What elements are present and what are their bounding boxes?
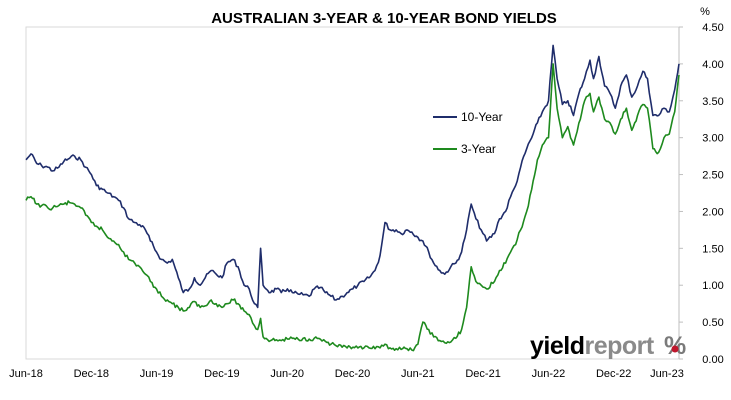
logo-word-yield: yield — [530, 332, 584, 360]
series-layer — [25, 44, 680, 352]
x-tick-label: Jun-22 — [532, 368, 566, 380]
legend-label-10-year: 10-Year — [461, 110, 503, 124]
logo-red-dot — [671, 345, 679, 353]
y-tick-label: 3.50 — [702, 96, 723, 108]
y-tick-label: 3.00 — [702, 133, 723, 145]
x-tick-label: Dec-20 — [335, 368, 370, 380]
x-tick-label: Jun-21 — [401, 368, 435, 380]
x-tick-label: Jun-20 — [270, 368, 304, 380]
x-tick-label: Jun-18 — [9, 368, 43, 380]
x-tick-label: Jun-23 — [650, 368, 684, 380]
legend-label-3-year: 3-Year — [461, 142, 496, 156]
y-tick-label: 1.50 — [702, 243, 723, 255]
logo-word-report: report — [584, 332, 654, 360]
series-line-10-year — [25, 44, 680, 309]
y-tick-label: 2.50 — [702, 170, 723, 182]
x-tick-label: Jun-19 — [140, 368, 174, 380]
x-axis-ticks: Jun-18 Dec-18 Jun-19 Dec-19 Jun-20 Dec-20 Jun-… — [9, 368, 684, 380]
chart-title: AUSTRALIAN 3-YEAR & 10-YEAR BOND YIELDS — [211, 10, 557, 27]
y-tick-label: 4.00 — [702, 59, 723, 71]
svg-text:yieldreport: yieldreport — [530, 332, 655, 360]
legend: 10-Year 3-Year — [433, 110, 503, 156]
yieldreport-logo: yieldreport % — [530, 332, 686, 360]
series-line-3-year — [25, 63, 680, 352]
x-tick-label: Dec-18 — [74, 368, 109, 380]
y-tick-label: 4.50 — [702, 22, 723, 34]
y-axis-unit-label: % — [700, 6, 710, 18]
y-axis-ticks: 0.00 0.50 1.00 1.50 2.00 2.50 3.00 3.50 4.00 4.50 — [679, 22, 724, 366]
x-tick-label: Dec-21 — [465, 368, 500, 380]
x-tick-label: Dec-22 — [596, 368, 631, 380]
y-tick-label: 2.00 — [702, 206, 723, 218]
y-tick-label: 1.00 — [702, 280, 723, 292]
y-tick-label: 0.50 — [702, 317, 723, 329]
x-tick-label: Dec-19 — [204, 368, 239, 380]
y-tick-label: 0.00 — [702, 354, 723, 366]
